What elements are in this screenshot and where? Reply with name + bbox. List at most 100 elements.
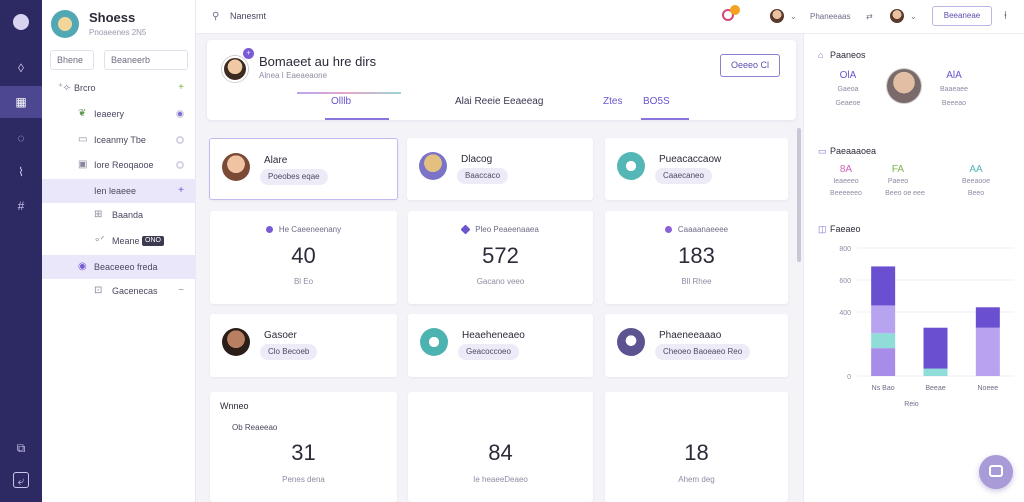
y-tick-label: 600 <box>839 278 851 285</box>
header-action-button[interactable]: Oeeeo Cl <box>720 54 780 77</box>
tree-item[interactable]: ❦ Ieaeery <box>42 102 196 126</box>
chevron-down-icon[interactable]: ⌄ <box>910 12 917 21</box>
metric-label: Paeeo <box>887 178 909 185</box>
tree-item[interactable]: ▣ Iore Reoqaooe <box>42 153 196 177</box>
tree-item[interactable]: ⊡ Gacenecas ~ <box>42 279 196 303</box>
page-subtitle: Alnea I Eaeaeaone <box>259 71 328 80</box>
pages-icon[interactable]: ◊ <box>18 61 24 75</box>
metric-footer: Penes dena <box>282 475 325 484</box>
notification-icon[interactable] <box>722 9 734 21</box>
add-icon[interactable]: + <box>178 82 184 93</box>
person-card[interactable]: Alare Poeobes eqae <box>209 138 398 200</box>
tab-notes[interactable]: Ztes <box>603 96 623 107</box>
profile-icon: ⌂ <box>818 50 824 60</box>
user-label[interactable]: Phaneeaas <box>810 12 851 21</box>
avatar[interactable] <box>222 56 248 82</box>
tab-details[interactable]: Alai Reeie Eeaeeag <box>455 96 544 107</box>
avatar[interactable] <box>890 9 904 23</box>
chat-icon[interactable]: ◌ <box>17 131 25 145</box>
tree-item[interactable]: ⊞ Baanda <box>42 203 196 227</box>
top-action-button[interactable]: Beeaneae <box>932 6 992 26</box>
tree-item-selected[interactable]: ◉ Beaceeeo freda <box>42 255 196 279</box>
chevron-down-icon[interactable]: ⌄ <box>790 12 797 21</box>
metric-value: AA <box>969 164 983 175</box>
plus-icon[interactable]: + <box>243 48 254 59</box>
person-name: Dlacog <box>461 154 493 165</box>
analytics-icon[interactable]: ⌇ <box>18 165 24 179</box>
tree-item-label: Iore Reoqaooe <box>94 160 154 170</box>
metric-label: Beeeao <box>941 100 967 107</box>
metric-card[interactable]: Wnneo Ob Reaeeao 31 Penes dena <box>210 392 397 502</box>
app-logo-icon[interactable] <box>13 14 29 30</box>
tree-item[interactable]: ∘ᐟ Meane ONO <box>42 229 196 253</box>
notification-badge <box>730 5 740 15</box>
person-card[interactable]: Heaeheneaeo Geacoccoeo <box>408 314 593 377</box>
tab-overview[interactable]: Olllb <box>331 96 352 107</box>
swap-icon[interactable]: ⇄ <box>866 12 873 21</box>
tree-item[interactable]: ▭ Iceanmy Tbe <box>42 128 196 152</box>
avatar[interactable] <box>770 9 784 23</box>
x-axis-label: Reio <box>904 401 919 408</box>
stat-card[interactable]: He Caeeneenany 40 Bl Eo <box>210 211 397 304</box>
metric-label: Baaeaee <box>939 86 969 93</box>
y-tick-label: 400 <box>839 310 851 317</box>
tree-item-root[interactable]: ⁺⟣ Brcro + <box>42 76 196 100</box>
section-title-text: Faeaeo <box>830 224 861 234</box>
person-tag: Caaecaneo <box>655 168 712 184</box>
monitor-icon: ▣ <box>78 159 88 170</box>
bar-segment <box>975 327 1000 376</box>
chevrons-icon: ⁺⟣ <box>58 82 71 93</box>
bar-segment <box>871 333 896 349</box>
grid-icon: ⊞ <box>94 209 103 220</box>
metric-label: Ieaeeeo <box>833 178 859 185</box>
person-name: Pueacaccaow <box>659 154 722 165</box>
person-name: Phaeneeaaao <box>659 330 722 341</box>
stat-value: 183 <box>678 243 715 268</box>
chat-fab-button[interactable] <box>979 455 1013 489</box>
person-card[interactable]: Gasoer Clo Becoeb <box>210 314 397 377</box>
chart-svg: 800 600 400 0 Ns Bao Beeae Noeee Reio <box>839 246 1014 408</box>
sidebar-filter-input[interactable]: Beaneerb <box>104 50 188 70</box>
circle-icon: ◉ <box>78 261 87 272</box>
brand-logo <box>51 10 79 38</box>
stat-footer: Bll Rhee <box>681 277 712 286</box>
metric-card[interactable]: 84 Ie heaeeDeaeo <box>408 392 593 502</box>
tab-bots[interactable]: BO5S <box>643 96 670 107</box>
apps-icon[interactable]: ⧉ <box>16 441 26 455</box>
logout-icon[interactable]: ⤶ <box>13 472 29 488</box>
person-card[interactable]: Phaeneeaaao Cheoeo Baoeaeo Reo <box>605 314 788 377</box>
settings-icon[interactable]: ⍿ <box>1004 10 1007 22</box>
metric-card[interactable]: 18 Ahem deg <box>605 392 788 502</box>
stat-card[interactable]: Pleo Peaeenaaea 572 Gacano veeo <box>408 211 593 304</box>
frame-icon: ⊡ <box>94 285 103 296</box>
bar-segment <box>871 305 896 334</box>
tab-underline <box>641 118 689 120</box>
metric-sublabel: Ob Reaeeao <box>232 423 278 432</box>
person-card[interactable]: Dlacog Baaccaco <box>407 138 593 200</box>
scrollbar[interactable] <box>797 128 801 262</box>
person-tag: Poeobes eqae <box>260 169 328 185</box>
dashboard-icon[interactable]: ▦ <box>0 86 42 118</box>
bar-segment <box>871 348 896 376</box>
section-title: ◫ Faeaeo <box>818 224 861 235</box>
tab-underline <box>325 118 389 120</box>
y-tick-label: 0 <box>847 374 851 381</box>
section-title: ▭ Paeaaaoea <box>818 146 876 157</box>
metric-footer: Ahem deg <box>678 475 715 484</box>
stat-title-text: Pleo Peaeenaaea <box>475 225 539 234</box>
bullet-icon <box>265 226 273 233</box>
top-bar: ⚲ Nanesmt ⌄ Phaneeaas ⇄ ⌄ Beeaneae ⍿ <box>196 0 1024 34</box>
metric-label: Beeaooe <box>961 178 991 185</box>
add-icon[interactable]: + <box>178 185 184 196</box>
tree-item-selected[interactable]: Ien leaeee + <box>42 179 196 203</box>
sidebar-search-input[interactable]: Bhene <box>50 50 94 70</box>
folder-icon: ▭ <box>818 146 827 156</box>
stat-card[interactable]: Caaaanaeeee 183 Bll Rhee <box>605 211 788 304</box>
person-card[interactable]: Pueacaccaow Caaecaneo <box>605 138 788 200</box>
breadcrumb[interactable]: Nanesmt <box>230 11 267 21</box>
metric-footer: Ie heaeeDeaeo <box>473 475 528 484</box>
grid-icon[interactable]: # <box>17 199 25 213</box>
divider <box>297 92 401 94</box>
status-dot-icon <box>176 136 184 144</box>
avatar[interactable] <box>887 69 921 103</box>
